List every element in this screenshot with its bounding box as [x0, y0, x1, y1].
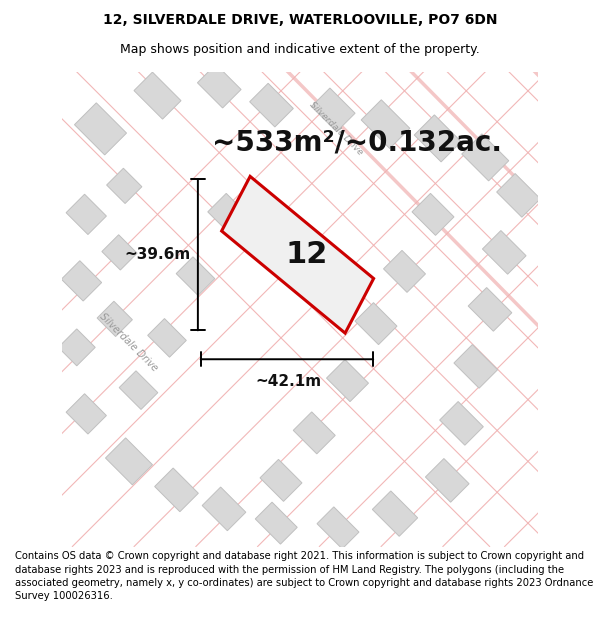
- Text: Silverdale Drive: Silverdale Drive: [307, 101, 364, 158]
- Text: 12, SILVERDALE DRIVE, WATERLOOVILLE, PO7 6DN: 12, SILVERDALE DRIVE, WATERLOOVILLE, PO7…: [103, 13, 497, 27]
- Polygon shape: [482, 231, 526, 274]
- Polygon shape: [202, 487, 246, 531]
- Polygon shape: [66, 194, 106, 234]
- Text: 12: 12: [286, 240, 328, 269]
- Polygon shape: [255, 502, 297, 544]
- Polygon shape: [74, 103, 127, 155]
- Polygon shape: [148, 319, 187, 357]
- Polygon shape: [454, 344, 497, 388]
- Polygon shape: [97, 301, 133, 336]
- Polygon shape: [311, 88, 355, 132]
- Polygon shape: [260, 459, 302, 501]
- Polygon shape: [293, 412, 335, 454]
- Polygon shape: [197, 64, 241, 108]
- Polygon shape: [250, 83, 293, 127]
- Polygon shape: [66, 394, 106, 434]
- Polygon shape: [412, 193, 454, 236]
- Polygon shape: [61, 261, 101, 301]
- Polygon shape: [425, 459, 469, 503]
- Polygon shape: [468, 288, 512, 331]
- Polygon shape: [134, 72, 181, 119]
- Polygon shape: [355, 302, 397, 344]
- Polygon shape: [440, 401, 484, 445]
- Text: ~39.6m: ~39.6m: [124, 248, 191, 262]
- Text: Map shows position and indicative extent of the property.: Map shows position and indicative extent…: [120, 43, 480, 56]
- Text: Contains OS data © Crown copyright and database right 2021. This information is : Contains OS data © Crown copyright and d…: [15, 551, 593, 601]
- Polygon shape: [361, 100, 410, 149]
- Polygon shape: [462, 134, 509, 181]
- Polygon shape: [106, 438, 152, 485]
- Polygon shape: [119, 371, 158, 409]
- Polygon shape: [221, 176, 374, 333]
- Polygon shape: [58, 329, 95, 366]
- Polygon shape: [326, 359, 368, 402]
- Polygon shape: [317, 507, 359, 549]
- Polygon shape: [208, 193, 250, 236]
- Text: ~533m²/~0.132ac.: ~533m²/~0.132ac.: [212, 129, 502, 157]
- Text: Silverdale Drive: Silverdale Drive: [98, 312, 160, 374]
- Polygon shape: [102, 235, 137, 270]
- Polygon shape: [155, 468, 199, 512]
- Polygon shape: [176, 257, 215, 296]
- Polygon shape: [373, 491, 418, 536]
- Polygon shape: [383, 251, 425, 292]
- Polygon shape: [497, 174, 541, 218]
- Text: ~42.1m: ~42.1m: [255, 374, 321, 389]
- Polygon shape: [414, 115, 461, 162]
- Polygon shape: [107, 168, 142, 204]
